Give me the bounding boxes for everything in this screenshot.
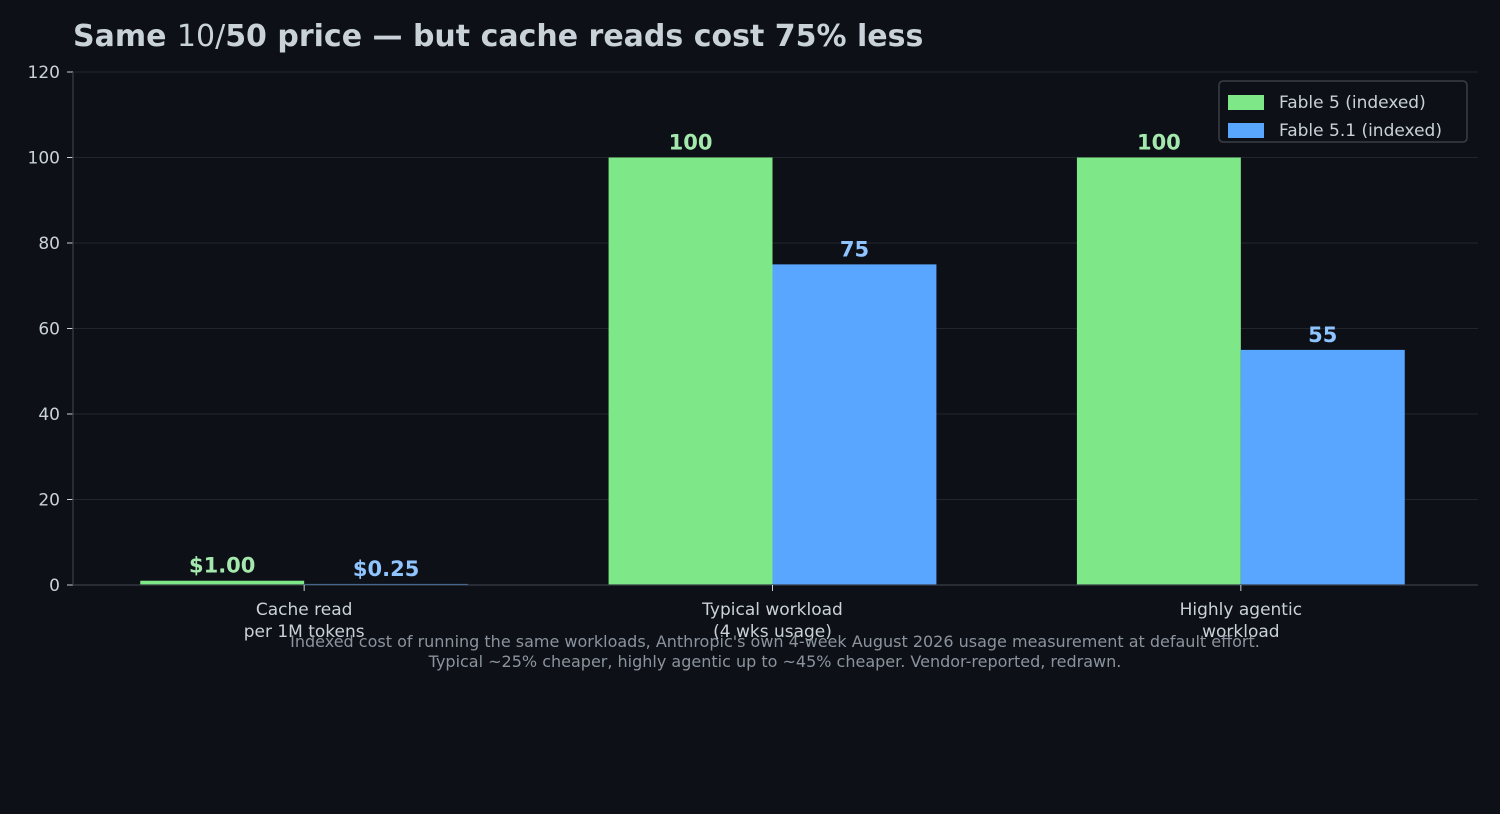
bar-fable-5-1 — [772, 264, 937, 585]
bars — [140, 157, 1405, 585]
y-tick-label: 120 — [28, 63, 60, 83]
y-tick-label: 0 — [49, 576, 60, 596]
x-tick-label: Highly agentic — [1180, 600, 1302, 620]
chart-title: Same 10/50 price — but cache reads cost … — [73, 19, 923, 54]
data-labels: $1.00 $0.25 100 75 100 55 — [189, 131, 1337, 581]
bar-value-label: 55 — [1308, 323, 1337, 347]
bar-value-label: 75 — [840, 237, 869, 261]
x-tick-label: workload — [1202, 622, 1279, 642]
bar-value-label: $1.00 — [189, 554, 255, 578]
bar-value-label: $0.25 — [353, 557, 419, 581]
x-tick-label: per 1M tokens — [244, 622, 365, 642]
bar-fable-5-1 — [1240, 349, 1405, 585]
title-part-2: 10/ — [177, 19, 226, 54]
y-tick-label: 100 — [28, 149, 60, 169]
bar-fable-5 — [608, 157, 773, 585]
bar-value-label: 100 — [669, 131, 713, 155]
footnote-line-1: Indexed cost of running the same workloa… — [290, 632, 1260, 651]
legend-box — [1218, 80, 1468, 143]
y-tick-label: 80 — [38, 234, 60, 254]
legend-label: Fable 5 (indexed) — [1279, 93, 1426, 113]
x-tick-label: Cache read — [256, 600, 353, 620]
bar-value-label: 100 — [1137, 131, 1181, 155]
x-tick-label: Typical workload — [701, 600, 843, 620]
legend: Fable 5 (indexed) Fable 5.1 (indexed) — [1218, 80, 1468, 143]
legend-label: Fable 5.1 (indexed) — [1279, 121, 1442, 141]
y-tick-label: 60 — [38, 320, 60, 340]
bar-fable-5 — [1076, 157, 1241, 585]
legend-swatch — [1228, 95, 1264, 110]
title-part-3: 50 price — but cache reads cost 75% less — [225, 19, 923, 54]
y-tick-label: 40 — [38, 405, 60, 425]
bar-fable-5 — [140, 580, 305, 585]
legend-swatch — [1228, 123, 1264, 138]
x-tick-label: (4 wks usage) — [713, 622, 832, 642]
footnote-line-2: Typical ~25% cheaper, highly agentic up … — [428, 652, 1122, 671]
y-tick-label: 20 — [38, 491, 60, 511]
title-part-1: Same — [73, 19, 177, 54]
